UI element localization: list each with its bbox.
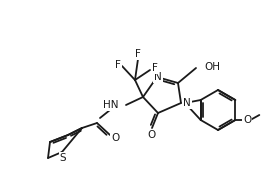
Text: OH: OH bbox=[204, 62, 220, 72]
Text: HN: HN bbox=[103, 100, 118, 110]
Text: N: N bbox=[183, 98, 191, 108]
Text: F: F bbox=[115, 60, 121, 70]
Text: F: F bbox=[152, 63, 158, 73]
Text: O: O bbox=[243, 115, 251, 125]
Text: S: S bbox=[60, 153, 66, 163]
Text: N: N bbox=[154, 72, 162, 82]
Text: F: F bbox=[135, 49, 141, 59]
Text: N: N bbox=[183, 98, 191, 108]
Text: O: O bbox=[147, 130, 155, 140]
Text: O: O bbox=[111, 133, 119, 143]
